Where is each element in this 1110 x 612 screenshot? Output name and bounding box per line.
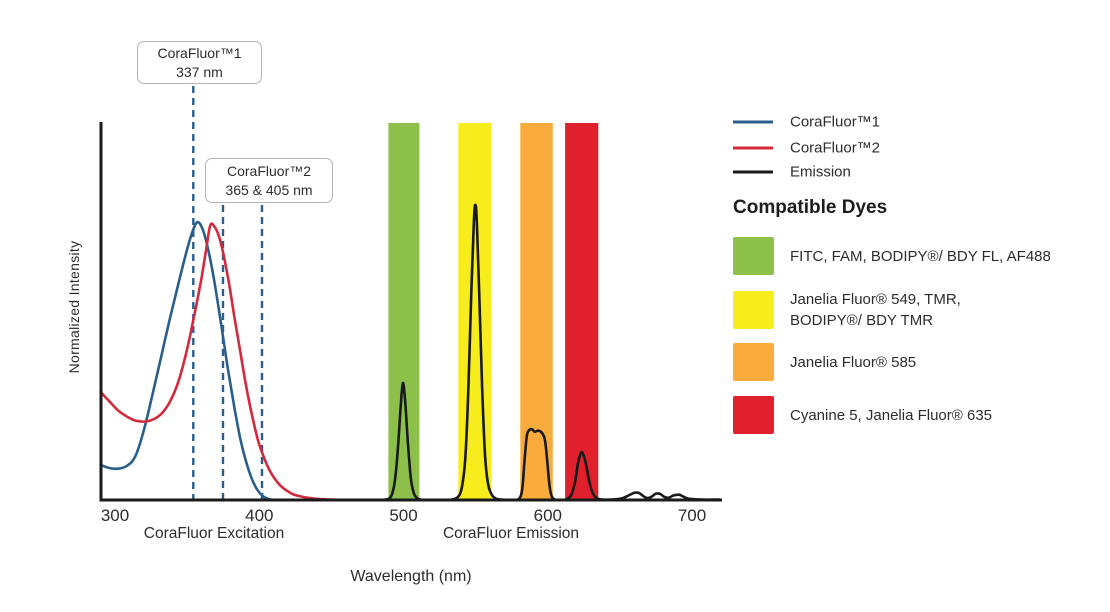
dye-item: Janelia Fluor® 549, TMR, BODIPY®/ BDY TMR <box>733 289 961 331</box>
legend-label: CoraFluor™1 <box>790 113 881 131</box>
legend-label: CoraFluor™2 <box>790 139 881 157</box>
x-tick-label: 700 <box>678 506 706 525</box>
y-axis-label: Normalized Intensity <box>66 240 82 374</box>
dye-label-line: Cyanine 5, Janelia Fluor® 635 <box>790 406 993 424</box>
dye-label: Janelia Fluor® 549, TMR, BODIPY®/ BDY TMR <box>790 289 961 331</box>
band-yellow <box>458 123 492 500</box>
band-red <box>565 123 599 500</box>
x-axis-label: Wavelength (nm) <box>350 568 472 585</box>
annotation-wavelength: 365 & 405 nm <box>225 181 313 198</box>
axes <box>99 122 722 502</box>
band-green <box>388 123 420 500</box>
dye-label-line: Janelia Fluor® 585 <box>790 353 917 371</box>
dye-label: Janelia Fluor® 585 <box>790 352 916 373</box>
series-emission <box>315 203 721 502</box>
dye-item: Janelia Fluor® 585 <box>733 343 916 381</box>
annotation-title: CoraFluor™2 <box>226 162 312 179</box>
dye-color-swatch <box>733 237 774 275</box>
legend-item: CoraFluor™2 <box>733 140 880 157</box>
series-corafluor-2 <box>99 222 343 502</box>
x-section-label-excitation: CoraFluor Excitation <box>143 525 285 542</box>
legend-line-swatch <box>733 146 773 150</box>
legend-line-swatch <box>733 170 773 174</box>
x-tick-label: 400 <box>245 506 273 525</box>
compatible-dyes-heading: Compatible Dyes <box>733 197 888 218</box>
dye-color-swatch <box>733 396 774 434</box>
annotation-title: CoraFluor™1 <box>157 44 242 61</box>
legend-item: CoraFluor™1 <box>733 114 880 131</box>
dye-label-line: BODIPY®/ BDY TMR <box>790 312 934 329</box>
annotation-wavelength: 337 nm <box>176 63 223 80</box>
dye-label: Cyanine 5, Janelia Fluor® 635 <box>790 405 992 426</box>
series-corafluor-1 <box>99 220 277 502</box>
annotation-box-corafluor1: CoraFluor™1 337 nm <box>137 41 262 84</box>
annotation-box-corafluor2: CoraFluor™2 365 & 405 nm <box>205 158 333 203</box>
legend-item: Emission <box>733 164 851 181</box>
legend-label: Emission <box>790 163 851 181</box>
legend-line-swatch <box>733 120 773 124</box>
dye-label-line: Janelia Fluor® 549, TMR, <box>790 291 961 308</box>
dye-color-swatch <box>733 291 774 329</box>
dye-label: FITC, FAM, BODIPY®/ BDY FL, AF488 <box>790 246 1051 267</box>
x-tick-label: 300 <box>101 506 129 525</box>
dye-item: FITC, FAM, BODIPY®/ BDY FL, AF488 <box>733 237 1051 275</box>
x-tick-label: 600 <box>534 506 562 525</box>
dye-color-swatch <box>733 343 774 381</box>
dye-item: Cyanine 5, Janelia Fluor® 635 <box>733 396 992 434</box>
dye-label-line: FITC, FAM, BODIPY®/ BDY FL, AF488 <box>790 247 1051 265</box>
x-tick-label: 500 <box>389 506 417 525</box>
x-section-label-emission: CoraFluor Emission <box>442 525 580 542</box>
